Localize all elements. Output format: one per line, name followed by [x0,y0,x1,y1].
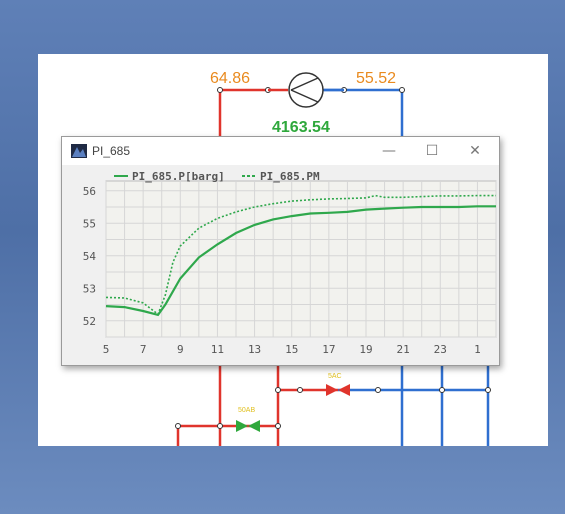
right-pressure-value: 55.52 [356,70,396,87]
window-title: PI_685 [92,144,131,158]
x-tick-label: 1 [474,343,481,356]
valve-green-label: 50AB [238,407,255,414]
x-tick-label: 17 [322,343,335,356]
x-tick-label: 23 [434,343,447,356]
x-tick-label: 7 [140,343,147,356]
x-tick-label: 13 [248,343,261,356]
pipe-node [399,87,405,93]
plot-area [105,180,497,338]
flow-value: 4163.54 [272,119,330,136]
pipe-node [375,387,381,393]
piping-scheme: 64.86 55.52 4163.54 5AC 50AB [175,70,491,446]
valve-red[interactable] [326,384,350,396]
pipe-node [275,423,281,429]
compressor-symbol[interactable] [268,72,344,108]
y-tick-label: 55 [83,217,96,230]
pipe-node [485,387,491,393]
valve-green[interactable] [236,420,260,432]
app-logo-icon [71,144,87,158]
pipe-node [217,87,223,93]
legend-label-1: PI_685.P[barg] [132,170,225,183]
x-tick-label: 9 [177,343,184,356]
pipe-node [297,387,303,393]
y-tick-label: 52 [83,315,96,328]
x-tick-label: 11 [211,343,224,356]
pipe-node [439,387,445,393]
x-tick-label: 15 [285,343,298,356]
valve-red-label: 5AC [328,373,342,380]
y-tick-label: 53 [83,282,96,295]
x-tick-label: 5 [103,343,110,356]
maximize-button[interactable]: ☐ [425,143,439,159]
series-line-1 [105,205,496,317]
pipe-node [217,423,223,429]
pipe-node [275,387,281,393]
trend-window[interactable]: PI_685 — ☐ ✕ 52 53 54 55 56 5 7 9 11 13 15 17 19 21 23… [61,136,500,366]
y-tick-label: 56 [83,185,96,198]
series-line-2 [105,194,496,316]
window-titlebar[interactable]: PI_685 — ☐ ✕ [62,137,499,165]
y-tick-label: 54 [83,250,97,263]
legend-label-2: PI_685.PM [260,170,320,183]
x-tick-label: 21 [397,343,410,356]
close-button[interactable]: ✕ [469,143,481,159]
minimize-button[interactable]: — [382,143,396,159]
x-tick-label: 19 [359,343,372,356]
pipe-node [175,423,181,429]
left-pressure-value: 64.86 [210,70,250,87]
